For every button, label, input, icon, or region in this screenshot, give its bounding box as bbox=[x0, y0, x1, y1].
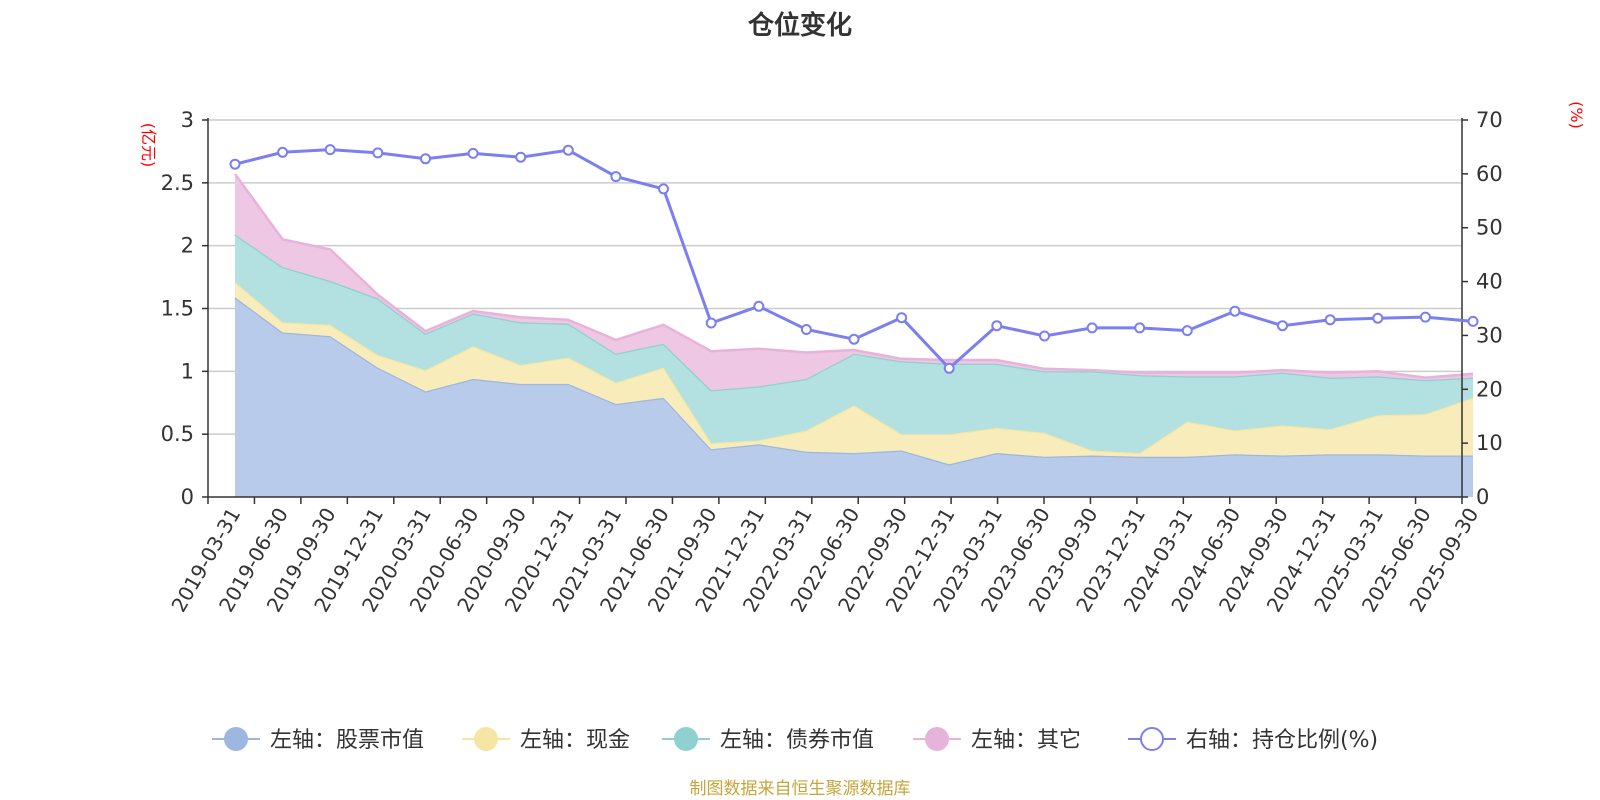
holding-ratio-line bbox=[229, 144, 1479, 374]
holding-ratio-point bbox=[1467, 315, 1479, 327]
legend: 左轴：股票市值 左轴：现金 左轴：债券市值 左轴：其它 右轴：持仓比例(%) bbox=[212, 727, 1378, 753]
holding-ratio-point bbox=[420, 153, 431, 165]
holding-ratio-point bbox=[324, 144, 336, 156]
legend-marker bbox=[674, 727, 698, 751]
area-series-1 bbox=[235, 297, 1473, 497]
legend-label: 右轴：持仓比例(%) bbox=[1186, 728, 1378, 753]
right-tick-label: 70 bbox=[1476, 108, 1503, 132]
holding-ratio-point bbox=[848, 333, 860, 345]
legend-item-3: 左轴：债券市值 bbox=[662, 727, 874, 753]
left-tick-label: 0.5 bbox=[161, 422, 194, 446]
area-series-3 bbox=[235, 234, 1473, 453]
legend-item-5: 右轴：持仓比例(%) bbox=[1128, 727, 1378, 753]
legend-item-4: 左轴：其它 bbox=[913, 727, 1081, 753]
holding-ratio-point bbox=[1324, 314, 1336, 326]
holding-ratio-point bbox=[1419, 311, 1431, 323]
holding-ratio-point bbox=[1229, 305, 1241, 317]
legend-item-1: 左轴：股票市值 bbox=[212, 727, 424, 753]
area-series-2 bbox=[235, 282, 1473, 465]
right-axis-unit: (%) bbox=[1567, 101, 1586, 129]
area-series-4-edge bbox=[233, 173, 1474, 379]
legend-marker bbox=[224, 727, 248, 751]
chart-title: 仓位变化 bbox=[747, 10, 852, 41]
holding-ratio-point bbox=[753, 300, 765, 312]
left-tick-label: 0 bbox=[181, 485, 194, 509]
left-tick-label: 3 bbox=[181, 108, 194, 132]
holding-ratio-point bbox=[658, 183, 669, 195]
right-tick-label: 50 bbox=[1476, 216, 1503, 240]
holding-ratio-point bbox=[1372, 312, 1384, 324]
holding-ratio-point bbox=[515, 151, 527, 163]
holding-ratio-point bbox=[943, 362, 955, 374]
holding-ratio-point bbox=[1134, 322, 1146, 334]
holding-ratio-point bbox=[1277, 320, 1288, 332]
legend-marker bbox=[1140, 727, 1164, 751]
legend-item-2: 左轴：现金 bbox=[462, 727, 630, 753]
legend-label: 左轴：债券市值 bbox=[720, 728, 874, 753]
right-tick-label: 40 bbox=[1476, 270, 1503, 294]
source-note: 制图数据来自恒生聚源数据库 bbox=[690, 779, 911, 799]
left-tick-label: 1.5 bbox=[161, 297, 194, 321]
right-tick-label: 0 bbox=[1476, 485, 1489, 509]
right-tick-label: 10 bbox=[1476, 431, 1503, 455]
holding-ratio-point bbox=[705, 317, 717, 329]
legend-marker bbox=[925, 727, 949, 751]
holding-ratio-point bbox=[800, 324, 812, 335]
legend-label: 左轴：其它 bbox=[971, 728, 1081, 753]
holding-ratio-point bbox=[562, 144, 574, 156]
legend-label: 左轴：股票市值 bbox=[270, 728, 424, 753]
left-tick-label: 2 bbox=[181, 234, 194, 258]
stacked-areas bbox=[233, 173, 1474, 497]
left-tick-label: 1 bbox=[181, 359, 194, 383]
holding-ratio-point bbox=[1039, 330, 1050, 342]
right-tick-label: 30 bbox=[1476, 323, 1503, 347]
left-axis-unit: (亿元) bbox=[139, 123, 158, 168]
legend-marker bbox=[474, 727, 498, 751]
right-tick-label: 60 bbox=[1476, 162, 1503, 186]
holding-ratio-point bbox=[277, 146, 289, 158]
right-tick-label: 20 bbox=[1476, 377, 1503, 401]
left-tick-label: 2.5 bbox=[161, 171, 194, 195]
holding-ratio-point bbox=[991, 320, 1003, 332]
holding-ratio-point bbox=[896, 312, 908, 324]
holding-ratio-point bbox=[229, 158, 241, 170]
holding-ratio-point bbox=[610, 171, 622, 183]
holding-ratio-point bbox=[372, 147, 384, 159]
holding-ratio-point bbox=[1181, 325, 1193, 337]
legend-label: 左轴：现金 bbox=[520, 728, 630, 753]
holding-ratio-point bbox=[467, 147, 479, 159]
holding-ratio-point bbox=[1086, 322, 1098, 334]
